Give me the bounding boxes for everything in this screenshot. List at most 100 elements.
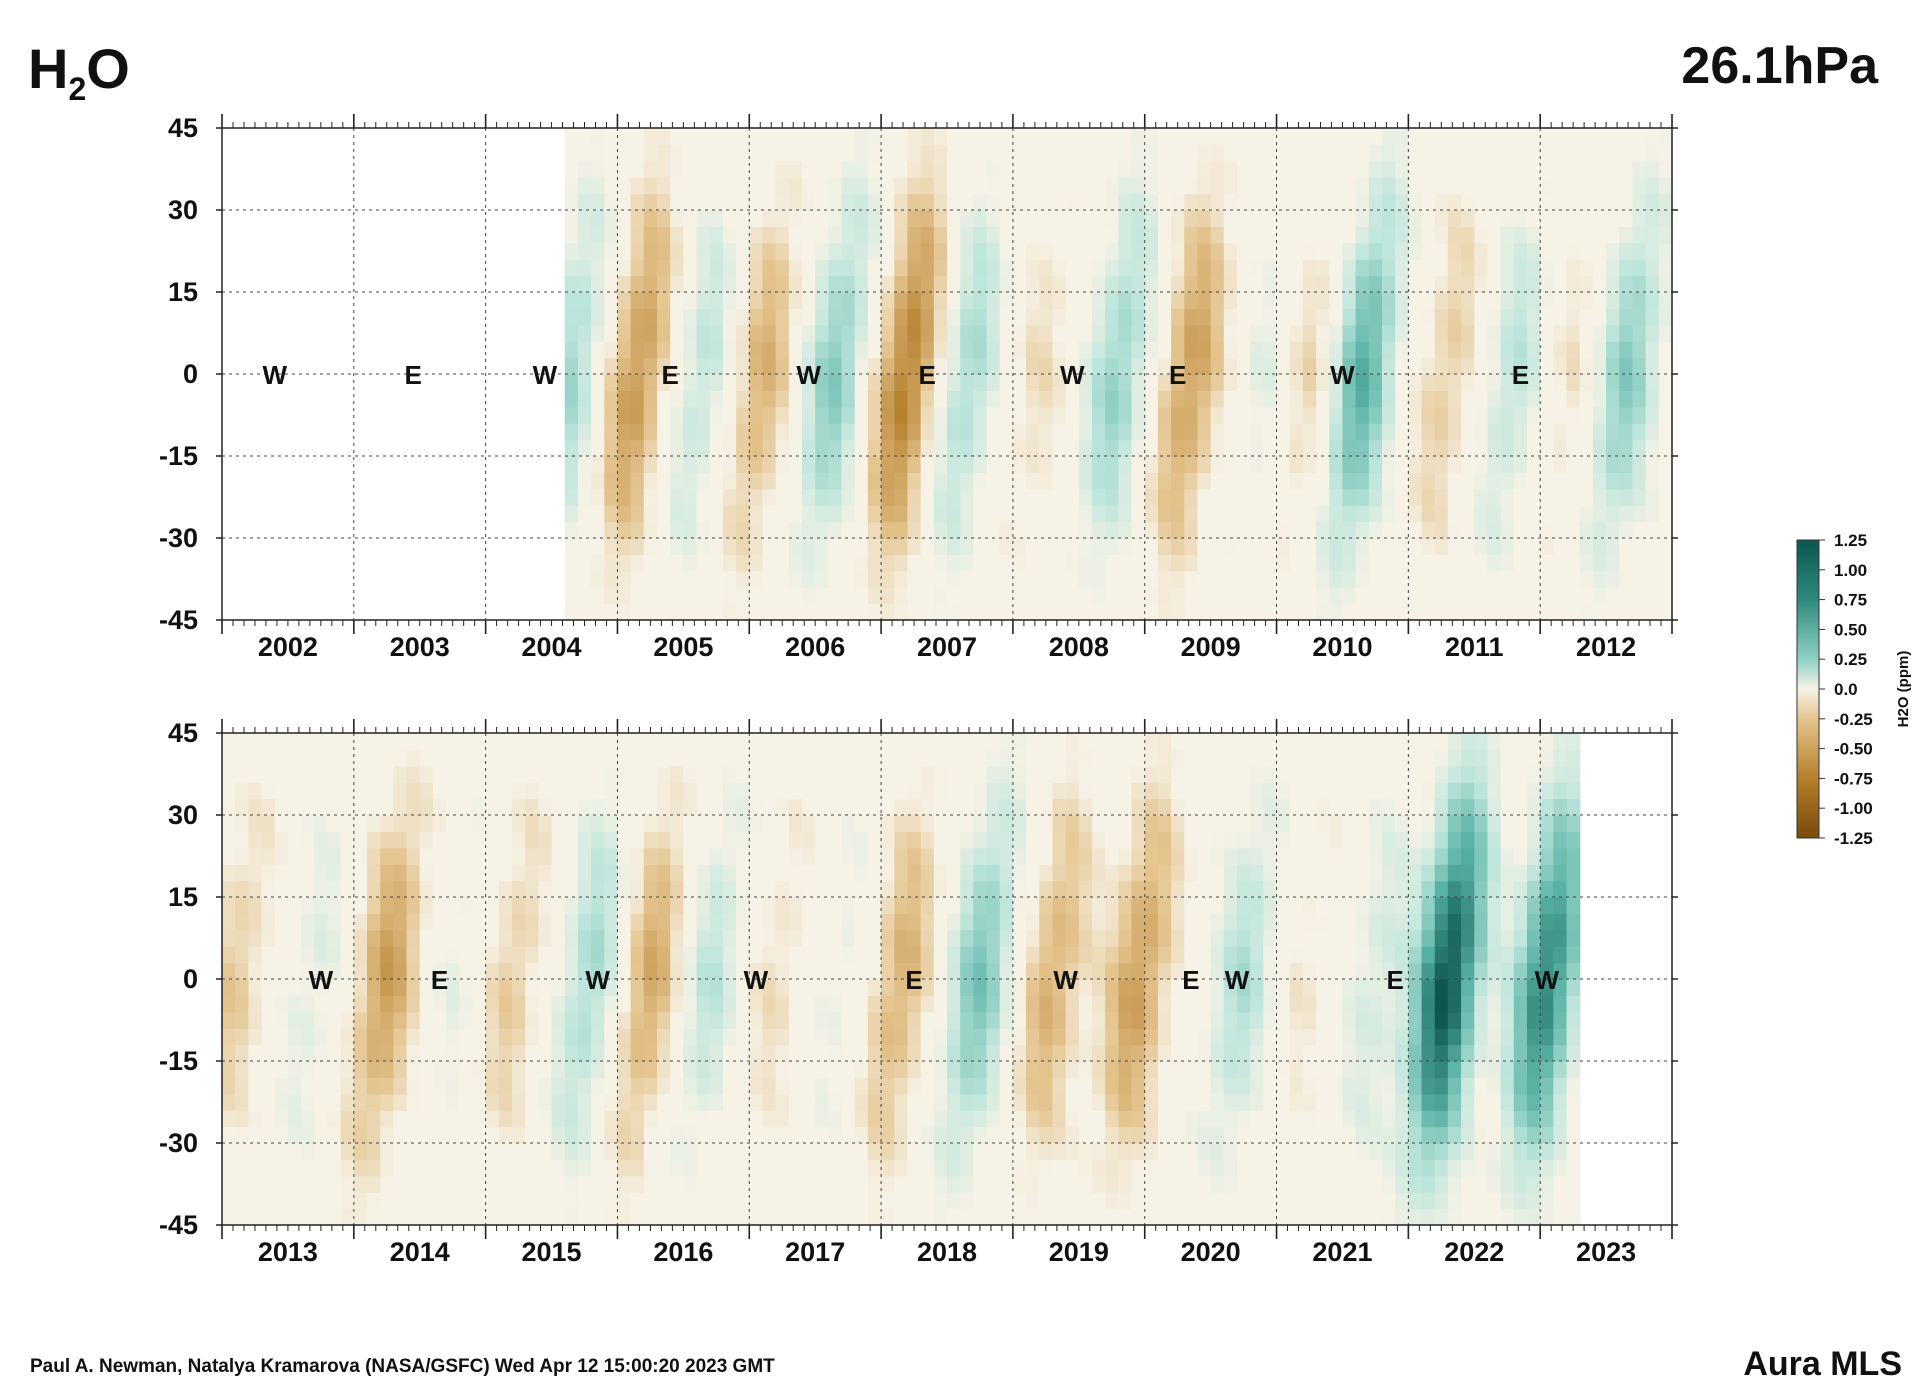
heatmap-cell [1250, 160, 1264, 178]
heatmap-cell [960, 1044, 974, 1062]
heatmap-cell [854, 847, 869, 865]
heatmap-cell [551, 1093, 566, 1111]
heatmap-cell [933, 1093, 948, 1111]
heatmap-cell [406, 1011, 421, 1029]
heatmap-cell [867, 880, 882, 898]
heatmap-cell [380, 1126, 394, 1144]
heatmap-cell [736, 144, 750, 162]
heatmap-cell [287, 1061, 302, 1078]
heatmap-cell [1447, 193, 1462, 211]
heatmap-cell [828, 406, 843, 424]
heatmap-cell [617, 406, 632, 424]
heatmap-cell [841, 423, 856, 441]
heatmap-cell [261, 864, 276, 882]
heatmap-cell [920, 603, 935, 620]
heatmap-cell [1131, 1110, 1146, 1128]
heatmap-cell [604, 357, 619, 375]
heatmap-cell [1474, 308, 1489, 326]
heatmap-cell [854, 242, 869, 260]
heatmap-cell [1223, 292, 1238, 309]
heatmap-cell [788, 324, 803, 342]
heatmap-cell [1012, 275, 1027, 293]
heatmap-cell [1632, 456, 1647, 473]
heatmap-cell [1171, 456, 1185, 473]
heatmap-cell [788, 1192, 803, 1210]
heatmap-cell [1131, 488, 1146, 506]
heatmap-cell [235, 995, 249, 1013]
heatmap-cell [973, 308, 988, 326]
heatmap-cell [353, 782, 368, 800]
heatmap-cell [248, 1093, 263, 1111]
heatmap-cell [775, 324, 790, 342]
heatmap-cell [1039, 864, 1054, 882]
heatmap-cell [999, 292, 1014, 309]
heatmap-cell [1632, 292, 1647, 309]
heatmap-cell [406, 1159, 421, 1177]
heatmap-cell [1566, 406, 1581, 424]
heatmap-cell [248, 1192, 263, 1210]
heatmap-cell [1026, 341, 1040, 359]
heatmap-cell [657, 733, 671, 750]
heatmap-cell [1632, 308, 1647, 326]
heatmap-cell [1144, 374, 1159, 391]
heatmap-cell [999, 521, 1014, 539]
heatmap-cell [973, 423, 988, 441]
heatmap-cell [1592, 226, 1607, 244]
heatmap-cell [920, 226, 935, 244]
heatmap-cell [1144, 1192, 1159, 1210]
heatmap-cell [353, 765, 368, 783]
heatmap-cell [1461, 439, 1475, 457]
heatmap-cell [1012, 259, 1027, 277]
heatmap-cell [867, 765, 882, 783]
heatmap-cell [683, 995, 698, 1013]
heatmap-cell [762, 242, 777, 260]
heatmap-cell [1157, 1028, 1172, 1046]
heatmap-cell [788, 456, 803, 473]
heatmap-cell [1408, 570, 1423, 588]
heatmap-cell [881, 357, 895, 375]
heatmap-cell [762, 733, 777, 750]
heatmap-cell [1645, 554, 1660, 572]
heatmap-cell [736, 439, 750, 457]
heatmap-cell [973, 1077, 988, 1095]
heatmap-cell [933, 538, 948, 555]
heatmap-cell [1408, 275, 1423, 293]
heatmap-cell [1487, 341, 1502, 359]
heatmap-cell [802, 259, 816, 277]
heatmap-cell [841, 210, 856, 227]
heatmap-cell [1408, 603, 1423, 620]
heatmap-cell [564, 160, 579, 178]
heatmap-cell [591, 1208, 605, 1225]
heatmap-cell [854, 798, 869, 816]
heatmap-cell [446, 831, 460, 849]
heatmap-cell [815, 1192, 829, 1210]
heatmap-cell [1263, 193, 1278, 211]
heatmap-cell [657, 554, 671, 572]
heatmap-cell [894, 765, 909, 783]
heatmap-cell [854, 880, 869, 898]
heatmap-cell [498, 946, 513, 964]
heatmap-cell [1487, 177, 1502, 195]
heatmap-cell [881, 603, 895, 620]
heatmap-cell [1553, 357, 1568, 375]
heatmap-cell [1302, 128, 1317, 145]
heatmap-cell [1210, 341, 1225, 359]
heatmap-cell [920, 423, 935, 441]
heatmap-cell [551, 1175, 566, 1193]
heatmap-cell [406, 782, 421, 800]
heatmap-cell [1184, 374, 1199, 391]
heatmap-cell [643, 423, 658, 441]
heatmap-cell [446, 1028, 460, 1046]
heatmap-cell [670, 798, 684, 816]
heatmap-cell [1092, 831, 1106, 849]
heatmap-cell [564, 128, 579, 145]
heatmap-cell [960, 538, 974, 555]
heatmap-cell [881, 374, 895, 391]
heatmap-cell [933, 1159, 948, 1177]
heatmap-cell [353, 1192, 368, 1210]
heatmap-cell [775, 603, 790, 620]
heatmap-cell [947, 831, 961, 849]
heatmap-cell [1527, 341, 1541, 359]
heatmap-cell [1447, 160, 1462, 178]
heatmap-cell [933, 456, 948, 473]
